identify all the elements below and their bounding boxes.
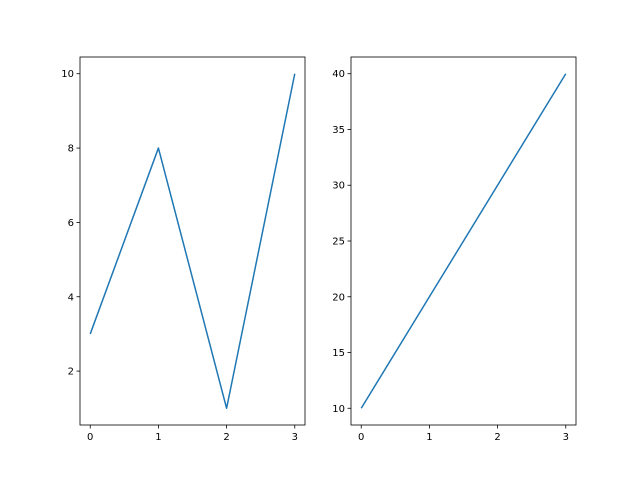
- x-tick-label: 1: [426, 432, 432, 443]
- subplot-2: 0 1 2 3 10 15 20 25 30 35 40: [332, 56, 577, 443]
- x-tick-label: 2: [223, 432, 229, 443]
- y-tick-label: 4: [68, 292, 74, 303]
- x-tick-label: 0: [87, 432, 93, 443]
- subplot-1: 0 1 2 3 2 4 6 8 10: [61, 56, 306, 443]
- y-tick-label: 30: [332, 181, 345, 192]
- y-tick-label: 2: [68, 367, 74, 378]
- y-tick-label: 20: [332, 292, 345, 303]
- x-tick-label: 2: [494, 432, 500, 443]
- y-tick-label: 40: [332, 69, 345, 80]
- y-tick-label: 8: [68, 144, 74, 155]
- x-tick-label: 1: [155, 432, 161, 443]
- y-tick-label: 25: [332, 237, 345, 248]
- y-tick-label: 6: [68, 218, 74, 229]
- y-tick-label: 35: [332, 125, 345, 136]
- y-tick-label: 10: [61, 69, 74, 80]
- y-tick-label: 15: [332, 348, 345, 359]
- x-tick-label: 3: [292, 432, 298, 443]
- x-tick-label: 3: [563, 432, 569, 443]
- axes-frame: [79, 56, 306, 426]
- series-line-1: [89, 73, 296, 410]
- y-tick-label: 10: [332, 404, 345, 415]
- x-tick-label: 0: [358, 432, 364, 443]
- series-line-1: [360, 73, 567, 409]
